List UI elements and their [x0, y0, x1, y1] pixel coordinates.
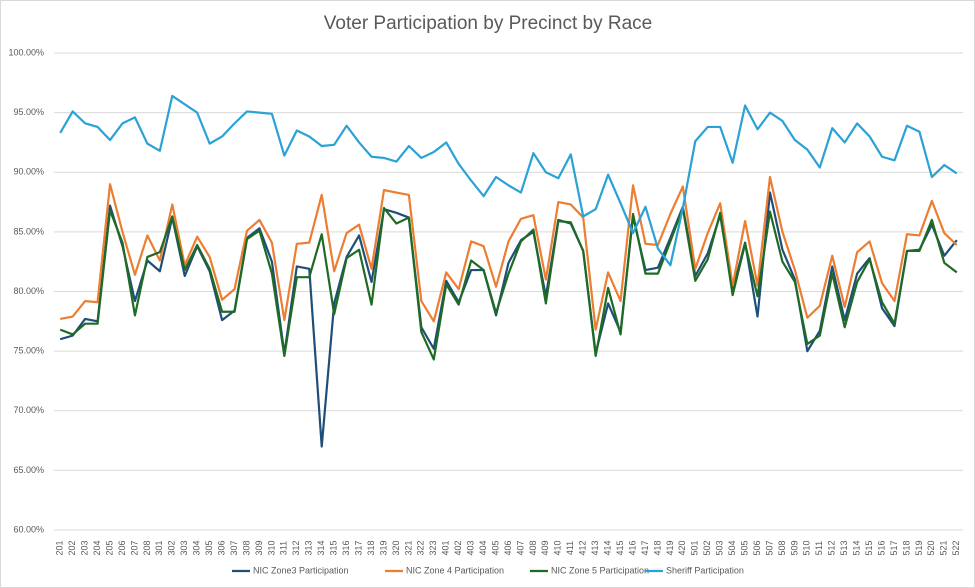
y-tick-label: 75.00%	[13, 346, 44, 356]
x-tick-label: 311	[279, 541, 289, 555]
x-tick-label: 410	[553, 540, 563, 555]
x-tick-label: 509	[789, 540, 799, 555]
x-tick-label: 518	[901, 540, 911, 555]
y-tick-label: 85.00%	[13, 226, 44, 236]
x-tick-label: 314	[316, 540, 326, 555]
series-line	[60, 175, 958, 331]
x-tick-label: 504	[727, 540, 737, 555]
y-tick-label: 95.00%	[13, 107, 44, 117]
x-tick-label: 306	[216, 540, 226, 555]
x-tick-label: 502	[702, 540, 712, 555]
x-tick-label: 322	[416, 540, 426, 555]
legend-label: NIC Zone3 Participation	[253, 565, 349, 575]
x-tick-label: 517	[889, 540, 899, 555]
x-tick-label: 319	[378, 540, 388, 555]
x-tick-label: 411	[565, 541, 575, 555]
x-tick-label: 514	[852, 540, 862, 555]
y-tick-label: 60.00%	[13, 524, 44, 534]
x-tick-label: 403	[466, 540, 476, 555]
x-tick-label: 507	[764, 540, 774, 555]
x-tick-label: 307	[229, 540, 239, 555]
x-tick-label: 506	[752, 540, 762, 555]
y-tick-label: 100.00%	[8, 47, 44, 57]
x-tick-label: 511	[814, 541, 824, 555]
x-tick-label: 315	[329, 540, 339, 555]
x-tick-label: 505	[739, 540, 749, 555]
x-tick-label: 303	[179, 540, 189, 555]
x-tick-label: 417	[640, 540, 650, 555]
x-tick-label: 409	[540, 540, 550, 555]
y-tick-label: 90.00%	[13, 167, 44, 177]
x-tick-label: 415	[615, 540, 625, 555]
legend-label: NIC Zone 4 Participation	[406, 565, 504, 575]
x-tick-label: 320	[391, 540, 401, 555]
x-tick-label: 316	[341, 540, 351, 555]
x-tick-label: 318	[366, 540, 376, 555]
x-tick-label: 412	[578, 540, 588, 555]
y-tick-label: 70.00%	[13, 405, 44, 415]
x-tick-label: 520	[926, 540, 936, 555]
x-tick-label: 301	[154, 540, 164, 555]
y-tick-label: 80.00%	[13, 286, 44, 296]
x-tick-label: 512	[827, 540, 837, 555]
y-tick-label: 65.00%	[13, 465, 44, 475]
x-tick-label: 416	[627, 540, 637, 555]
x-tick-label: 408	[528, 540, 538, 555]
x-tick-label: 208	[142, 540, 152, 555]
x-tick-label: 310	[266, 540, 276, 555]
x-tick-label: 407	[515, 540, 525, 555]
x-tick-label: 501	[690, 540, 700, 555]
x-tick-label: 312	[291, 540, 301, 555]
x-tick-label: 420	[677, 540, 687, 555]
x-tick-label: 405	[490, 540, 500, 555]
x-tick-label: 206	[117, 540, 127, 555]
x-tick-label: 522	[951, 540, 961, 555]
legend-label: NIC Zone 5 Participation	[551, 565, 649, 575]
x-tick-label: 304	[192, 540, 202, 555]
series-line	[59, 94, 958, 267]
x-tick-label: 207	[129, 540, 139, 555]
x-tick-label: 402	[453, 540, 463, 555]
x-tick-label: 323	[428, 540, 438, 555]
x-tick-label: 406	[503, 540, 513, 555]
x-tick-label: 302	[167, 540, 177, 555]
x-tick-label: 204	[92, 540, 102, 555]
x-tick-label: 401	[441, 540, 451, 555]
x-tick-label: 309	[254, 540, 264, 555]
x-tick-label: 404	[478, 540, 488, 555]
x-tick-label: 308	[241, 540, 251, 555]
legend-label: Sheriff Participation	[666, 565, 744, 575]
x-tick-label: 203	[80, 540, 90, 555]
x-tick-label: 313	[304, 540, 314, 555]
x-tick-label: 503	[715, 540, 725, 555]
x-tick-label: 513	[839, 540, 849, 555]
x-tick-label: 418	[652, 540, 662, 555]
x-tick-label: 419	[665, 540, 675, 555]
x-tick-label: 510	[802, 540, 812, 555]
x-tick-label: 516	[876, 540, 886, 555]
series-line	[59, 206, 958, 361]
x-tick-label: 201	[55, 540, 65, 555]
x-tick-label: 508	[777, 540, 787, 555]
x-tick-label: 305	[204, 540, 214, 555]
x-tick-label: 317	[353, 540, 363, 555]
x-tick-label: 521	[939, 540, 949, 555]
chart-title: Voter Participation by Precinct by Race	[324, 13, 652, 34]
x-tick-label: 515	[864, 540, 874, 555]
x-tick-label: 205	[104, 540, 114, 555]
x-tick-label: 413	[590, 540, 600, 555]
x-tick-label: 414	[602, 540, 612, 555]
x-tick-label: 519	[914, 540, 924, 555]
x-tick-label: 202	[67, 540, 77, 555]
x-tick-label: 321	[403, 540, 413, 555]
